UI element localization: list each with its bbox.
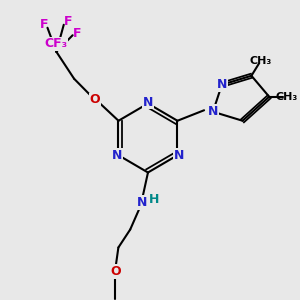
Text: N: N	[217, 78, 227, 91]
Text: O: O	[89, 93, 100, 106]
Text: N: N	[137, 196, 147, 209]
Text: F: F	[64, 15, 72, 28]
Text: O: O	[110, 265, 121, 278]
Text: N: N	[112, 149, 122, 162]
Text: CF₃: CF₃	[45, 37, 68, 50]
Text: N: N	[208, 105, 218, 118]
Text: N: N	[174, 149, 184, 162]
Text: H: H	[149, 193, 159, 206]
Text: N: N	[143, 95, 153, 109]
Text: CH₃: CH₃	[249, 56, 272, 66]
Text: F: F	[73, 27, 81, 40]
Text: F: F	[40, 18, 49, 31]
Text: CH₃: CH₃	[276, 92, 298, 102]
